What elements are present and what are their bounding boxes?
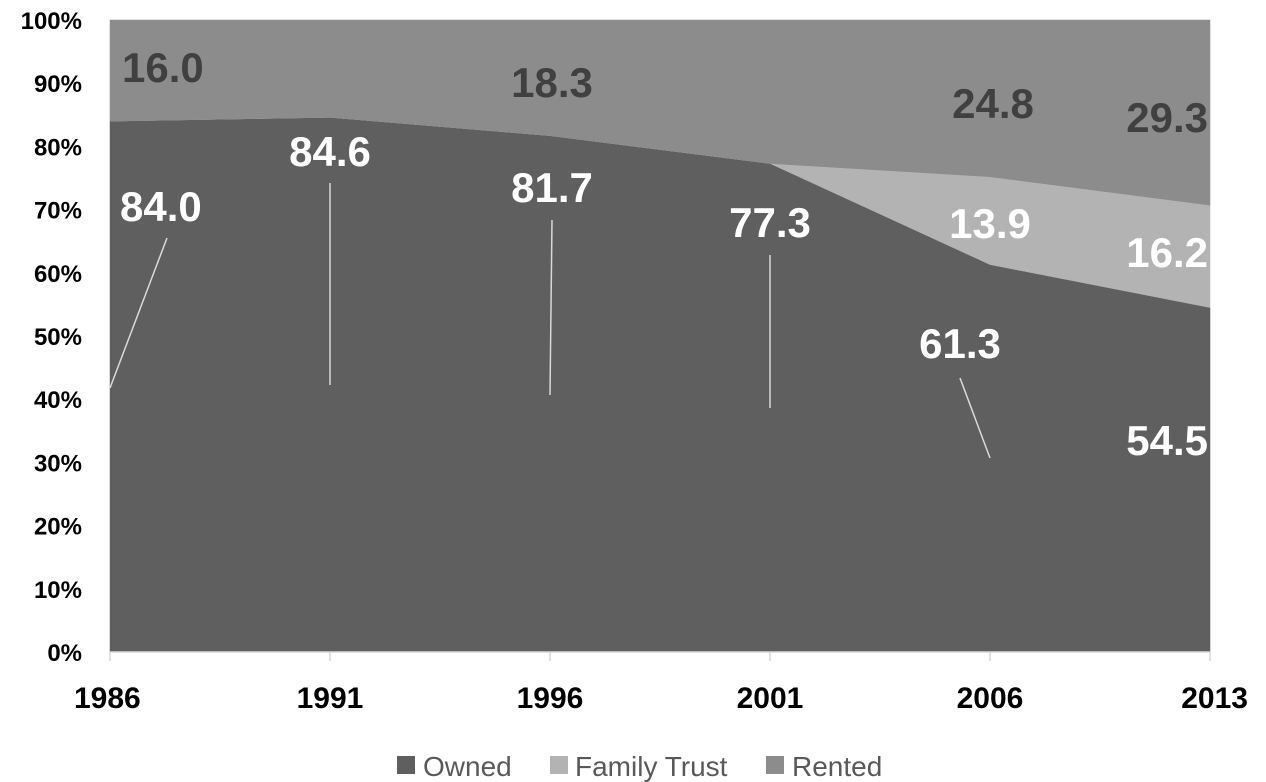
data-labels: 84.0 84.6 81.7 77.3 61.3 54.5 13.9 16.2 16.0 18.3… (120, 44, 1208, 464)
y-tick-label: 100% (21, 8, 82, 35)
legend-label-family-trust: Family Trust (575, 751, 728, 782)
y-axis-tick-labels: 0% 10% 20% 30% 40% 50% 60% 70% 80% 90% 100% (21, 8, 82, 667)
area-rented (109, 19, 1211, 206)
y-tick-label: 50% (34, 324, 82, 351)
leader-lines (109, 183, 991, 459)
data-label-family-trust: 16.2 (1126, 229, 1208, 276)
data-label-owned: 61.3 (919, 320, 1001, 367)
data-label-owned: 77.3 (729, 199, 811, 246)
legend-label-rented: Rented (792, 751, 882, 782)
x-tick-label: 1991 (297, 682, 364, 715)
y-tick-label: 10% (34, 577, 82, 604)
leader-line (959, 377, 991, 459)
leader-line (109, 237, 168, 389)
x-tick-label: 1996 (517, 682, 584, 715)
x-axis-tick-labels: 1986 1991 1996 2001 2006 2013 (74, 682, 1248, 715)
data-label-rented: 18.3 (511, 59, 593, 106)
data-label-owned: 81.7 (511, 164, 593, 211)
legend-label-owned: Owned (423, 751, 512, 782)
y-tick-label: 30% (34, 450, 82, 477)
data-label-owned: 84.6 (289, 128, 371, 175)
x-tick-label: 1986 (74, 682, 141, 715)
y-tick-label: 0% (47, 640, 82, 667)
data-label-rented: 24.8 (952, 80, 1034, 127)
legend-swatch-family-trust (550, 756, 568, 774)
data-label-family-trust: 13.9 (949, 200, 1031, 247)
y-tick-label: 20% (34, 514, 82, 541)
y-tick-label: 60% (34, 261, 82, 288)
y-tick-label: 90% (34, 71, 82, 98)
legend: Owned Family Trust Rented (397, 751, 882, 782)
plot-areas (109, 19, 1211, 653)
data-label-rented: 29.3 (1126, 94, 1208, 141)
axes (109, 651, 1211, 661)
y-tick-label: 70% (34, 198, 82, 225)
y-tick-label: 80% (34, 134, 82, 161)
legend-swatch-owned (397, 756, 415, 774)
x-tick-label: 2001 (737, 682, 804, 715)
leader-line (549, 219, 553, 396)
data-label-owned: 54.5 (1126, 417, 1208, 464)
data-label-owned: 84.0 (120, 183, 202, 230)
y-tick-label: 40% (34, 387, 82, 414)
data-label-rented: 16.0 (122, 44, 204, 91)
legend-swatch-rented (766, 756, 784, 774)
x-tick-label: 2013 (1181, 682, 1248, 715)
x-tick-label: 2006 (957, 682, 1024, 715)
